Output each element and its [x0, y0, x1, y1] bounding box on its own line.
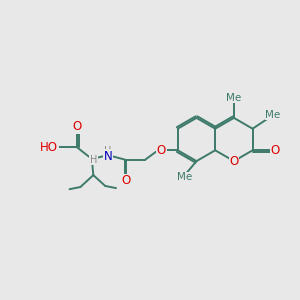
Text: O: O — [72, 120, 82, 133]
Text: N: N — [103, 150, 112, 163]
Text: O: O — [270, 144, 280, 157]
Text: Me: Me — [226, 93, 242, 103]
Text: Me: Me — [178, 172, 193, 182]
Text: O: O — [229, 154, 239, 168]
Text: O: O — [122, 174, 131, 188]
Text: H: H — [90, 155, 97, 165]
Text: H: H — [104, 146, 112, 156]
Text: O: O — [157, 144, 166, 157]
Text: HO: HO — [40, 141, 58, 154]
Text: Me: Me — [265, 110, 280, 120]
